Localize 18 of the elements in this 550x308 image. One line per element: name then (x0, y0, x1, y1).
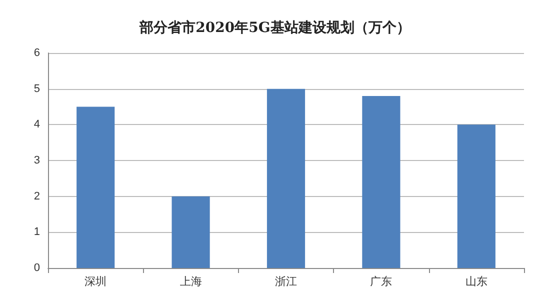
y-tick-label: 2 (34, 190, 40, 202)
bar (457, 124, 496, 268)
y-tick-label: 4 (34, 118, 40, 131)
x-tick-label: 浙江 (275, 275, 297, 288)
y-tick-label: 1 (34, 226, 40, 238)
chart-title: 部分省市2020年5G基站建设规划（万个） (138, 19, 410, 36)
y-tick-label: 6 (34, 47, 40, 59)
x-tick-label: 深圳 (84, 275, 107, 288)
x-tick-label: 山东 (465, 275, 488, 288)
bar (266, 88, 306, 268)
y-tick-label: 5 (34, 82, 40, 95)
x-tick-label: 广东 (370, 275, 392, 288)
bar (362, 96, 400, 268)
bar (76, 106, 115, 268)
y-tick-label: 0 (34, 262, 40, 274)
x-tick-label: 上海 (180, 275, 202, 288)
y-tick-label: 3 (34, 154, 40, 166)
bar (172, 196, 210, 268)
